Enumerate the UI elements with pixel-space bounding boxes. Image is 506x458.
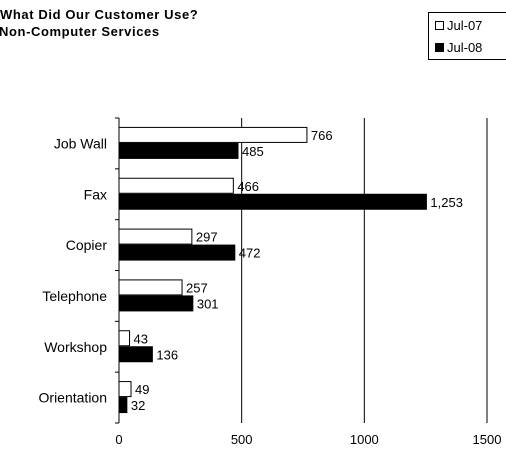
value-label-jul-07-0: 766 — [311, 128, 333, 143]
legend-label-jul-08: Jul-08 — [447, 40, 483, 55]
bar-jul-07-2 — [118, 228, 193, 245]
bar-jul-08-0 — [118, 142, 239, 159]
chart-title-line-1: What Did Our Customer Use? — [0, 7, 199, 22]
bar-jul-07-1 — [118, 177, 234, 194]
category-label-0: Job Wall — [54, 135, 107, 151]
value-label-jul-08-1: 1,253 — [430, 195, 463, 210]
bar-jul-07-3 — [118, 279, 183, 296]
bar-jul-07-0 — [118, 126, 308, 143]
chart-title: What Did Our Customer Use? Non-Computer … — [0, 6, 198, 40]
category-label-5: Orientation — [39, 390, 107, 406]
category-label-4: Workshop — [44, 339, 107, 355]
category-label-1: Fax — [84, 186, 107, 202]
legend-swatch-jul-07 — [435, 21, 444, 30]
value-label-jul-07-1: 466 — [237, 179, 259, 194]
bar-jul-07-5 — [118, 381, 132, 398]
value-label-jul-07-3: 257 — [186, 280, 208, 295]
chart-title-line-2: Non-Computer Services — [0, 24, 160, 39]
value-label-jul-07-4: 43 — [134, 331, 148, 346]
legend-item-jul-08: Jul-08 — [435, 40, 482, 56]
value-label-jul-08-5: 32 — [131, 398, 145, 413]
category-label-3: Telephone — [42, 288, 107, 304]
x-tick-label-1: 500 — [231, 432, 253, 447]
category-label-2: Copier — [66, 237, 108, 253]
legend-label-jul-07: Jul-07 — [447, 18, 483, 33]
bar-jul-08-5 — [118, 397, 128, 414]
value-label-jul-08-0: 485 — [242, 144, 264, 159]
value-label-jul-07-5: 49 — [135, 382, 149, 397]
bar-jul-08-2 — [118, 244, 236, 261]
x-tick-label-2: 1000 — [350, 432, 379, 447]
x-tick-label-3: 1500 — [473, 432, 502, 447]
legend-swatch-jul-08 — [435, 43, 444, 52]
legend-item-jul-07: Jul-07 — [435, 18, 482, 34]
bar-jul-07-4 — [118, 330, 131, 347]
bar-jul-08-4 — [118, 346, 153, 363]
bar-jul-08-1 — [118, 193, 427, 210]
legend: Jul-07 Jul-08 — [428, 12, 506, 60]
value-label-jul-08-4: 136 — [156, 347, 178, 362]
bar-jul-08-3 — [118, 295, 194, 312]
value-label-jul-07-2: 297 — [196, 230, 218, 245]
value-label-jul-08-2: 472 — [239, 246, 261, 261]
value-label-jul-08-3: 301 — [197, 296, 219, 311]
x-tick-label-0: 0 — [115, 432, 122, 447]
